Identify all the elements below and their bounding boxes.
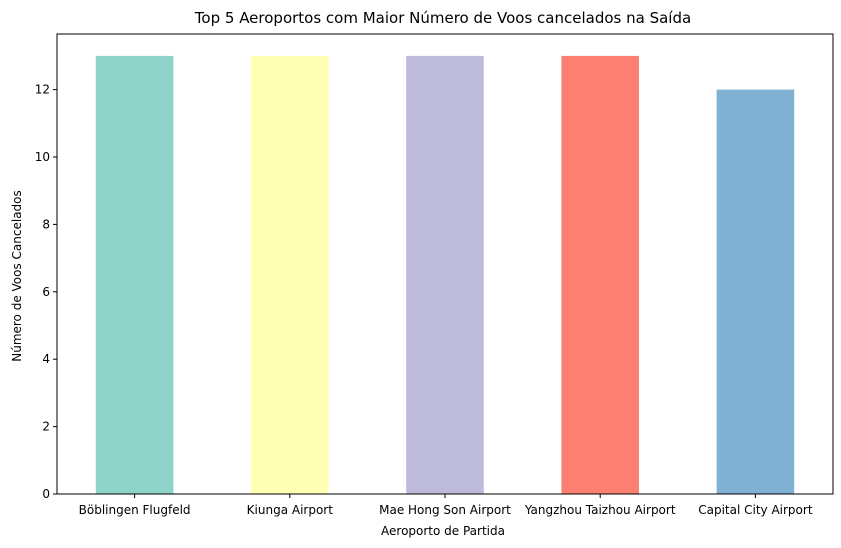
x-axis-label: Aeroporto de Partida <box>381 524 505 538</box>
bar <box>95 55 174 495</box>
chart-title: Top 5 Aeroportos com Maior Número de Voo… <box>194 9 691 27</box>
plot-area <box>56 33 834 495</box>
y-tick-label: 12 <box>35 83 50 97</box>
y-tick-label: 2 <box>42 420 50 434</box>
x-tick-label: Capital City Airport <box>698 503 813 517</box>
y-tick-label: 0 <box>42 487 50 501</box>
bar <box>561 55 639 495</box>
y-tick-label: 10 <box>35 150 50 164</box>
y-tick-label: 6 <box>42 285 50 299</box>
x-tick-label: Mae Hong Son Airport <box>379 503 511 517</box>
bars <box>95 55 795 495</box>
y-axis-label: Número de Voos Cancelados <box>10 190 24 362</box>
y-tick-label: 8 <box>42 217 50 231</box>
x-tick-label: Kiunga Airport <box>247 503 334 517</box>
y-tick-label: 4 <box>42 352 50 366</box>
x-tick-label: Böblingen Flugfeld <box>79 503 191 517</box>
bar <box>251 55 329 495</box>
x-axis: Böblingen Flugfeld Kiunga Airport Mae Hong… <box>79 494 813 517</box>
bar <box>406 55 484 495</box>
plot-frame <box>56 33 834 495</box>
y-axis: 0 2 4 6 8 10 12 <box>35 83 57 501</box>
x-tick-label: Yangzhou Taizhou Airport <box>524 503 676 517</box>
bar <box>716 89 795 494</box>
